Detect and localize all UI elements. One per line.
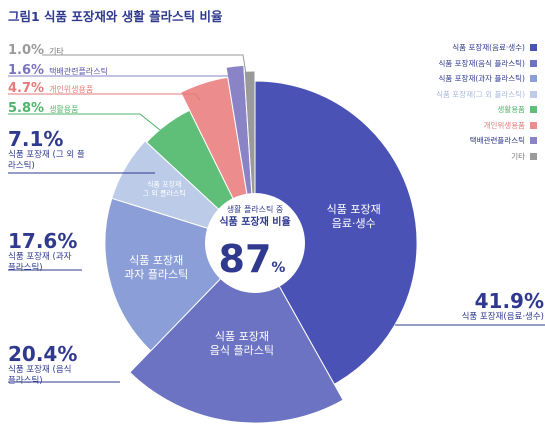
callout-meal-label: 식품 포장재 (음식 플라스틱) [8,365,72,386]
center-line1: 생활 플라스틱 중 [227,204,284,214]
slice-label: 식품 포장재 음식 플라스틱 [210,330,274,357]
callout-etc-pct: 1.0% [8,43,45,58]
legend-swatch [530,106,537,114]
legend-label: 식품 포장재(그 외 플라스틱) [436,89,525,99]
legend-swatch [530,44,537,52]
callout-beverage: 41.9% 식품 포장재(음료·생수) [434,290,544,323]
pie-slice [254,80,418,385]
slice-label: 식품 포장재 과자 플라스틱 [124,254,188,281]
leader-line [8,93,201,101]
legend-swatch [530,90,537,98]
legend-label: 식품 포장재(음료·생수) [452,43,525,53]
legend-item: 식품 포장재(음식 플라스틱) [387,56,537,72]
legend-item: 생활용품 [387,102,537,118]
callout-delivery-label: 택배관련플라스틱 [49,67,108,76]
callout-other-food-pct: 7.1% [8,127,64,151]
legend-swatch [530,121,537,129]
callout-etc: 1.0% 기타 [8,43,64,58]
callout-snack-label: 식품 포장재 (과자 플라스틱) [8,252,72,273]
callout-other-food-label: 식품 포장재 (그 외 플라스틱) [8,150,85,171]
legend-swatch [530,59,537,67]
legend-swatch [530,75,537,83]
center-line2: 식품 포장재 비율 [219,215,290,228]
callout-beverage-label: 식품 포장재(음료·생수) [461,312,544,322]
legend-item: 식품 포장재(음료·생수) [387,40,537,56]
callout-delivery-pct: 1.6% [8,63,45,78]
callout-beverage-pct: 41.9% [474,289,544,313]
slice-label: 식품 포장재 음료·생수 [327,203,381,230]
legend-item: 택배관련플라스틱 [387,133,537,149]
legend-item: 기타 [387,149,537,165]
legend-label: 식품 포장재(음식 플라스틱) [438,58,525,68]
legend-swatch [530,137,537,145]
callout-snack-pct: 17.6% [8,229,78,253]
legend: 식품 포장재(음료·생수) 식품 포장재(음식 플라스틱) 식품 포장재(과자 … [387,40,537,164]
callout-household-pct: 5.8% [8,101,45,116]
leader-line [8,113,161,131]
legend-label: 개인위생용품 [483,120,525,130]
legend-item: 식품 포장재(그 외 플라스틱) [387,87,537,103]
legend-swatch [530,152,537,160]
callout-hygiene-label: 개인위생용품 [49,85,94,94]
callout-other-food: 7.1% 식품 포장재 (그 외 플라스틱) [8,128,88,172]
callout-meal: 20.4% 식품 포장재 (음식 플라스틱) [8,343,78,387]
slice-label: 식품 포장재 그 외 플라스틱 [143,179,186,197]
callout-hygiene-pct: 4.7% [8,81,45,96]
legend-label: 기타 [511,151,525,161]
callout-hygiene: 4.7% 개인위생용품 [8,81,93,96]
chart-title: 그림1 식품 포장재와 생활 플라스틱 비율 [8,9,223,24]
callout-household: 5.8% 생활용품 [8,101,79,116]
callout-household-label: 생활용품 [49,105,79,114]
pie-slice [129,242,344,424]
legend-item: 식품 포장재(과자 플라스틱) [387,71,537,87]
callout-meal-pct: 20.4% [8,342,78,366]
center-circle [205,193,305,293]
center-value: 87% [219,237,286,281]
legend-label: 식품 포장재(과자 플라스틱) [438,74,525,84]
legend-label: 생활용품 [497,105,525,115]
callout-etc-label: 기타 [49,47,64,56]
callout-delivery: 1.6% 택배관련플라스틱 [8,63,108,78]
legend-label: 택배관련플라스틱 [469,136,525,146]
legend-item: 개인위생용품 [387,118,537,134]
leader-line [42,54,247,75]
callout-snack: 17.6% 식품 포장재 (과자 플라스틱) [8,230,78,274]
leader-line [8,75,233,81]
